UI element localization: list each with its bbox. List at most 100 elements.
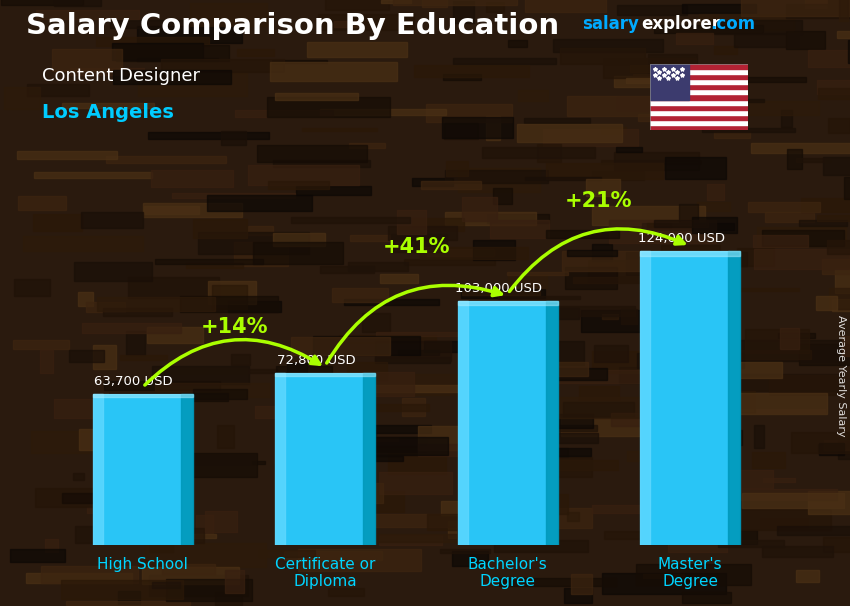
Bar xyxy=(388,225,456,240)
Bar xyxy=(762,230,844,245)
Bar xyxy=(819,88,850,99)
Bar xyxy=(147,327,203,343)
Bar xyxy=(476,533,530,536)
Bar xyxy=(617,97,651,110)
Bar xyxy=(676,33,712,44)
Bar xyxy=(737,350,811,359)
Bar xyxy=(151,582,180,588)
Bar xyxy=(152,365,249,384)
Bar xyxy=(543,341,584,365)
Bar xyxy=(808,491,850,514)
Bar xyxy=(45,539,58,552)
Bar xyxy=(361,372,414,396)
Bar xyxy=(679,204,698,225)
Bar xyxy=(138,73,247,96)
Bar xyxy=(62,493,133,503)
Bar xyxy=(546,301,558,545)
Bar xyxy=(26,573,133,584)
Bar xyxy=(650,95,748,99)
Bar xyxy=(35,488,95,507)
Bar xyxy=(640,251,740,256)
Bar xyxy=(247,226,273,235)
Bar xyxy=(196,515,213,533)
Bar xyxy=(568,96,666,116)
Bar xyxy=(303,430,377,436)
Bar xyxy=(40,350,53,373)
Bar xyxy=(440,501,537,515)
Bar xyxy=(498,296,580,299)
Bar xyxy=(275,373,376,376)
Bar xyxy=(718,409,825,413)
Bar xyxy=(780,328,799,348)
Bar xyxy=(638,115,745,121)
Bar xyxy=(640,251,650,545)
Bar xyxy=(706,76,806,82)
Bar xyxy=(268,181,329,189)
Bar xyxy=(23,236,143,251)
Bar xyxy=(412,219,464,231)
Bar xyxy=(561,418,683,436)
Bar xyxy=(291,218,410,222)
Bar xyxy=(838,440,850,459)
Bar xyxy=(221,131,246,145)
Bar xyxy=(457,301,468,545)
Bar xyxy=(379,472,452,494)
Bar xyxy=(650,64,748,68)
Bar xyxy=(819,444,844,455)
Bar xyxy=(93,394,103,545)
Bar xyxy=(77,291,93,307)
Bar xyxy=(650,99,748,105)
Bar xyxy=(87,507,124,513)
Bar xyxy=(320,108,446,115)
Bar xyxy=(573,278,667,284)
Bar xyxy=(207,195,312,211)
Bar xyxy=(101,516,187,534)
Bar xyxy=(348,262,408,271)
Bar xyxy=(74,262,152,281)
Bar xyxy=(701,365,714,386)
Bar xyxy=(650,74,748,79)
Bar xyxy=(428,249,495,256)
Bar xyxy=(446,161,468,176)
Bar xyxy=(162,564,215,574)
Bar xyxy=(592,206,706,225)
Bar xyxy=(800,344,850,365)
Bar xyxy=(457,301,558,545)
Bar xyxy=(295,469,373,479)
Bar xyxy=(554,370,666,382)
Bar xyxy=(796,570,819,582)
Bar xyxy=(359,385,481,391)
Bar xyxy=(823,156,850,175)
Bar xyxy=(149,576,248,596)
Bar xyxy=(127,330,145,355)
Bar xyxy=(172,193,296,198)
Bar xyxy=(734,288,799,291)
Bar xyxy=(482,147,595,159)
Bar xyxy=(212,285,247,310)
Bar xyxy=(552,305,634,316)
Bar xyxy=(445,170,548,183)
Bar xyxy=(626,78,660,83)
Bar xyxy=(829,288,850,308)
Bar xyxy=(62,103,155,108)
Bar xyxy=(799,219,847,225)
Bar xyxy=(611,413,687,426)
Bar xyxy=(757,227,847,246)
Bar xyxy=(225,570,244,593)
Bar xyxy=(487,214,549,223)
Bar xyxy=(654,220,708,227)
Bar xyxy=(148,132,269,139)
Bar xyxy=(234,242,287,266)
Text: 124,000 USD: 124,000 USD xyxy=(638,232,724,245)
Bar xyxy=(720,373,842,391)
Bar xyxy=(155,384,269,396)
Bar xyxy=(79,429,181,450)
Bar xyxy=(151,170,233,187)
Bar xyxy=(333,21,358,27)
Bar xyxy=(462,289,546,298)
Bar xyxy=(567,250,617,256)
Bar xyxy=(157,484,178,501)
Bar xyxy=(473,240,515,259)
Bar xyxy=(512,460,618,470)
Bar xyxy=(842,336,850,356)
